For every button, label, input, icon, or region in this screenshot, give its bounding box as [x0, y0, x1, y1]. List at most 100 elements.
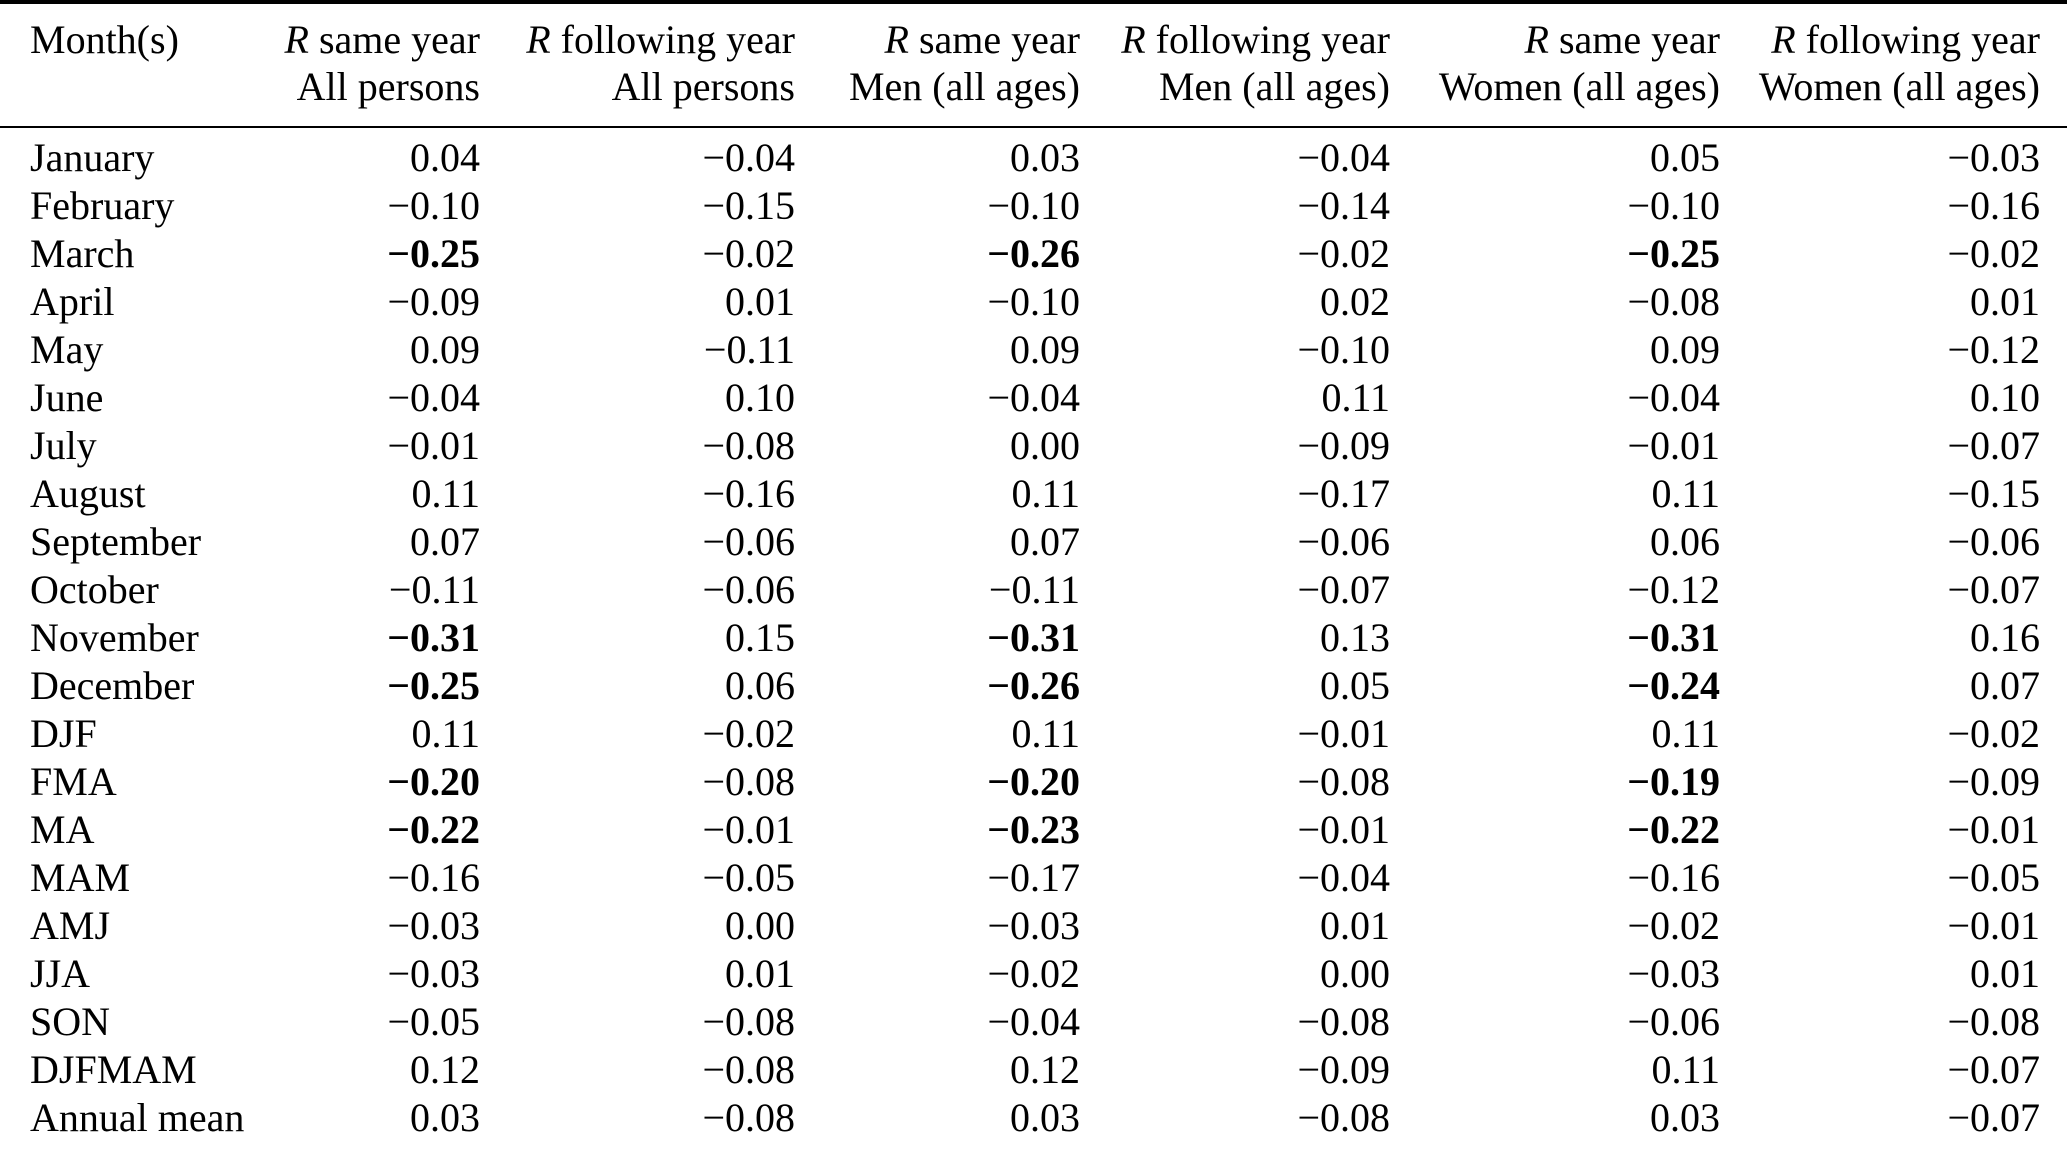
value-cell: −0.02: [1627, 903, 1720, 948]
row-label: December: [30, 663, 195, 708]
value-cell: 0.00: [1010, 423, 1080, 468]
value-cell: −0.05: [1947, 855, 2040, 900]
value-cell: 0.00: [725, 903, 795, 948]
value-cell: 0.10: [725, 375, 795, 420]
value-cell: −0.15: [702, 183, 795, 228]
value-cell: −0.16: [1947, 183, 2040, 228]
table-row: November −0.31 0.15 −0.31 0.13 −0.31 0.16: [0, 614, 2067, 662]
value-cell: −0.16: [387, 855, 480, 900]
italic-R: R: [1121, 17, 1146, 62]
value-cell: 0.09: [1010, 327, 1080, 372]
value-cell: −0.07: [1947, 1047, 2040, 1092]
value-cell: −0.22: [1627, 807, 1720, 852]
value-cell: −0.11: [703, 327, 795, 372]
value-cell: −0.01: [702, 807, 795, 852]
value-cell: −0.03: [987, 903, 1080, 948]
table-row: MAM −0.16 −0.05 −0.17 −0.04 −0.16 −0.05: [0, 854, 2067, 902]
value-cell: 0.00: [1320, 951, 1390, 996]
value-cell: 0.11: [411, 471, 480, 516]
table-row: DJFMAM 0.12 −0.08 0.12 −0.09 0.11 −0.07: [0, 1046, 2067, 1094]
value-cell: −0.01: [1947, 903, 2040, 948]
value-cell: −0.31: [387, 615, 480, 660]
value-cell: −0.04: [987, 999, 1080, 1044]
value-cell: −0.07: [1947, 1095, 2040, 1140]
value-cell: −0.02: [702, 711, 795, 756]
value-cell: 0.03: [410, 1095, 480, 1140]
value-cell: −0.23: [987, 807, 1080, 852]
value-cell: 0.07: [410, 519, 480, 564]
value-cell: −0.31: [1627, 615, 1720, 660]
value-cell: 0.04: [410, 135, 480, 180]
value-cell: −0.10: [1627, 183, 1720, 228]
value-cell: −0.26: [987, 231, 1080, 276]
table-row: October −0.11 −0.06 −0.11 −0.07 −0.12 −0.07: [0, 566, 2067, 614]
value-cell: −0.07: [1947, 567, 2040, 612]
value-cell: 0.01: [1320, 903, 1390, 948]
value-cell: 0.07: [1010, 519, 1080, 564]
value-cell: −0.17: [1297, 471, 1390, 516]
table-row: December −0.25 0.06 −0.26 0.05 −0.24 0.07: [0, 662, 2067, 710]
row-label: AMJ: [30, 903, 111, 948]
value-cell: −0.02: [1947, 231, 2040, 276]
value-cell: 0.11: [411, 711, 480, 756]
value-cell: −0.07: [1947, 423, 2040, 468]
value-cell: −0.10: [987, 279, 1080, 324]
value-cell: 0.01: [1970, 951, 2040, 996]
table-row: DJF 0.11 −0.02 0.11 −0.01 0.11 −0.02: [0, 710, 2067, 758]
table-header: Month(s) R same year All persons R followin…: [0, 2, 2067, 127]
value-cell: −0.06: [1627, 999, 1720, 1044]
value-cell: −0.25: [387, 231, 480, 276]
table-row: May 0.09 −0.11 0.09 −0.10 0.09 −0.12: [0, 326, 2067, 374]
italic-R: R: [884, 17, 909, 62]
value-cell: −0.09: [1297, 1047, 1390, 1092]
value-cell: 0.15: [725, 615, 795, 660]
value-cell: −0.01: [1627, 423, 1720, 468]
value-cell: −0.10: [987, 183, 1080, 228]
column-header-4: R following year Men (all ages): [1121, 17, 1390, 109]
value-cell: −0.06: [702, 567, 795, 612]
italic-R: R: [526, 17, 551, 62]
row-label: June: [30, 375, 104, 420]
value-cell: −0.14: [1297, 183, 1390, 228]
italic-R: R: [1771, 17, 1796, 62]
value-cell: 0.01: [725, 951, 795, 996]
value-cell: −0.08: [702, 999, 795, 1044]
value-cell: −0.09: [387, 279, 480, 324]
value-cell: −0.02: [702, 231, 795, 276]
value-cell: 0.13: [1320, 615, 1390, 660]
row-label: November: [30, 615, 199, 660]
value-cell: −0.04: [1627, 375, 1720, 420]
value-cell: −0.16: [1627, 855, 1720, 900]
table-row: Annual mean 0.03 −0.08 0.03 −0.08 0.03 −0.07: [0, 1094, 2067, 1155]
value-cell: −0.10: [387, 183, 480, 228]
value-cell: −0.31: [987, 615, 1080, 660]
row-label: March: [30, 231, 135, 276]
value-cell: −0.08: [702, 1095, 795, 1140]
row-label: August: [30, 471, 146, 516]
row-label: FMA: [30, 759, 117, 804]
value-cell: −0.02: [1947, 711, 2040, 756]
value-cell: −0.11: [388, 567, 480, 612]
value-cell: 0.05: [1650, 135, 1720, 180]
value-cell: 0.11: [1321, 375, 1390, 420]
value-cell: −0.08: [1297, 999, 1390, 1044]
table-row: January 0.04 −0.04 0.03 −0.04 0.05 −0.03: [0, 127, 2067, 182]
value-cell: −0.19: [1627, 759, 1720, 804]
header-row: Month(s) R same year All persons R followin…: [0, 2, 2067, 127]
value-cell: −0.01: [1947, 807, 2040, 852]
value-cell: −0.02: [1297, 231, 1390, 276]
column-header-3: R same year Men (all ages): [848, 17, 1080, 109]
value-cell: −0.09: [1297, 423, 1390, 468]
value-cell: −0.12: [1627, 567, 1720, 612]
row-label: DJF: [30, 711, 97, 756]
value-cell: −0.22: [387, 807, 480, 852]
value-cell: −0.05: [702, 855, 795, 900]
italic-R: R: [1524, 17, 1549, 62]
value-cell: 0.07: [1970, 663, 2040, 708]
value-cell: −0.17: [987, 855, 1080, 900]
value-cell: 0.02: [1320, 279, 1390, 324]
row-label: SON: [30, 999, 111, 1044]
table-row: AMJ −0.03 0.00 −0.03 0.01 −0.02 −0.01: [0, 902, 2067, 950]
column-header-2: R following year All persons: [526, 17, 795, 109]
value-cell: 0.11: [1651, 711, 1720, 756]
